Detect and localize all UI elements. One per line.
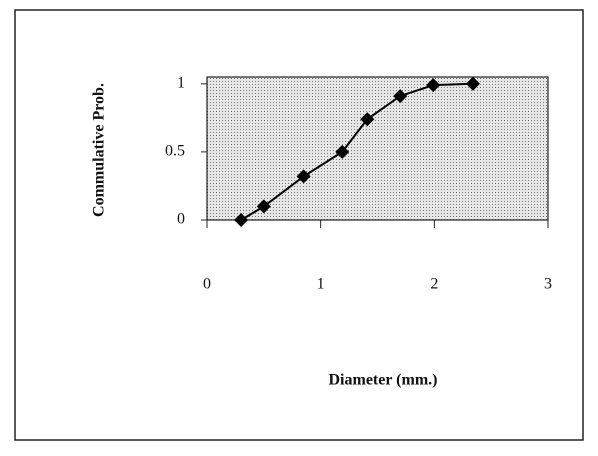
x-tick-label: 1 bbox=[317, 276, 325, 293]
frame bbox=[14, 9, 584, 441]
data-line bbox=[240, 82, 474, 221]
x-tick-label: 0 bbox=[203, 276, 211, 293]
y-tick-label: 0 bbox=[177, 211, 185, 228]
y-tick-label: 0.5 bbox=[165, 143, 185, 160]
plot-area bbox=[206, 76, 549, 221]
y-tick-label: 1 bbox=[177, 74, 185, 91]
marker bbox=[393, 89, 408, 104]
marker bbox=[256, 199, 271, 214]
marker bbox=[360, 112, 375, 127]
x-tick-label: 3 bbox=[544, 276, 552, 293]
marker bbox=[426, 78, 441, 93]
marker bbox=[465, 76, 480, 91]
x-tick-label: 2 bbox=[430, 276, 438, 293]
marker bbox=[335, 144, 350, 159]
marker bbox=[234, 213, 249, 227]
marker bbox=[296, 169, 311, 184]
y-axis-title: Commulative Prob. bbox=[91, 83, 108, 217]
x-axis-title: Diameter (mm.) bbox=[329, 372, 438, 389]
